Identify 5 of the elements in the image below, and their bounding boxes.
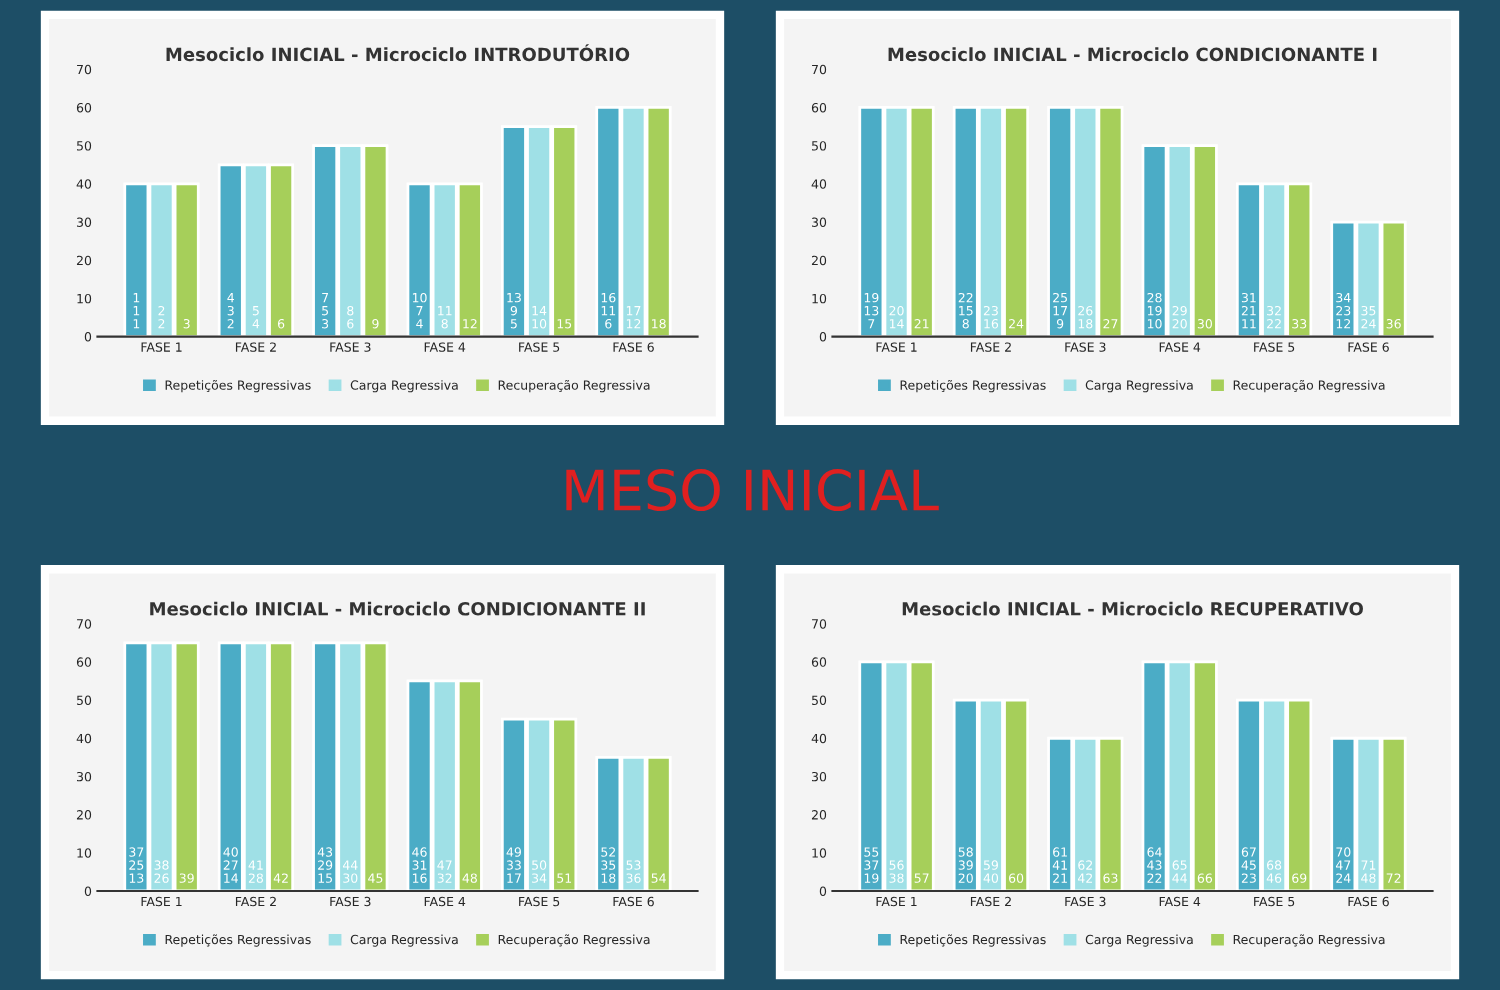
chart-title: Mesociclo INICIAL - Microciclo RECUPERATIVO — [902, 601, 1363, 616]
chart-title: Mesociclo INICIAL - Microciclo CONDICIONANTE I — [888, 47, 1377, 62]
text: MESO INICIAL — [566, 469, 939, 512]
chart-title: Mesociclo INICIAL - Microciclo CONDICIONANTE II — [150, 601, 645, 616]
chart-title: Mesociclo INICIAL - Microciclo INTRODUTÓRIO — [166, 44, 630, 62]
